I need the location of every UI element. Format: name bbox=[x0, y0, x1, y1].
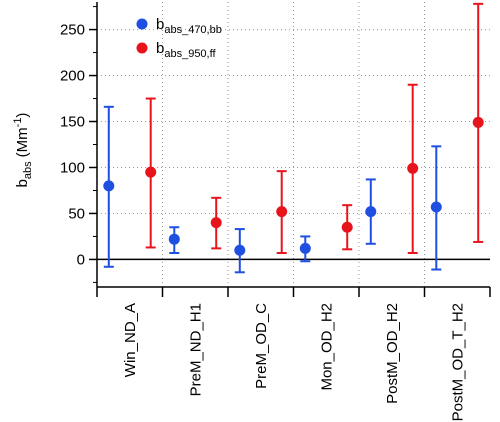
data-point bbox=[365, 206, 377, 218]
legend-marker bbox=[136, 42, 148, 54]
series-0 bbox=[103, 105, 442, 274]
y-axis-title-unit-close: ) bbox=[14, 113, 31, 118]
data-point bbox=[276, 206, 288, 218]
y-tick-label: 250 bbox=[60, 22, 85, 39]
y-axis-title-sub: abs bbox=[22, 161, 34, 179]
y-tick-label: 100 bbox=[60, 159, 85, 176]
y-axis-title-unit: (Mm bbox=[14, 127, 31, 157]
data-point bbox=[103, 180, 115, 192]
legend-label-main: b bbox=[156, 40, 164, 57]
data-point bbox=[210, 217, 222, 229]
y-tick-label: 200 bbox=[60, 68, 85, 85]
x-category-label: PreM_ND_H1 bbox=[187, 303, 204, 396]
legend-label: babs_950,ff bbox=[156, 40, 216, 60]
series-1 bbox=[145, 2, 484, 254]
legend-marker bbox=[136, 18, 148, 30]
x-category-label: PostM_OD_H2 bbox=[384, 303, 401, 404]
y-axis-ticks: 0 50 100 150 200 250 bbox=[60, 6, 97, 283]
data-point bbox=[407, 162, 419, 174]
legend-label-sub: abs_950,ff bbox=[164, 48, 216, 60]
legend-label: babs_470,bb bbox=[156, 16, 222, 36]
data-point bbox=[430, 201, 442, 213]
x-category-label: PreM_OD_C bbox=[253, 303, 270, 389]
data-marks bbox=[103, 2, 484, 274]
legend-label-sub: abs_470,bb bbox=[164, 24, 222, 36]
data-point bbox=[145, 166, 157, 178]
x-category-label: PostM_OD_T_H2 bbox=[449, 303, 466, 421]
y-tick-label: 0 bbox=[77, 251, 85, 268]
y-tick-label: 150 bbox=[60, 114, 85, 131]
data-point bbox=[168, 233, 180, 245]
y-tick-label: 50 bbox=[68, 205, 85, 222]
legend-label-main: b bbox=[156, 16, 164, 33]
x-category-label: Win_ND_A bbox=[122, 303, 139, 377]
data-point bbox=[472, 116, 484, 128]
x-axis: Win_ND_A PreM_ND_H1 PreM_OD_C Mon_OD_H2 Post… bbox=[96, 287, 491, 421]
y-axis-title-unit-sup: -1 bbox=[12, 118, 24, 128]
data-point bbox=[341, 221, 353, 233]
y-axis-title-main: b bbox=[14, 179, 31, 187]
data-point bbox=[234, 244, 246, 256]
x-category-label: Mon_OD_H2 bbox=[318, 303, 335, 391]
data-point bbox=[299, 242, 311, 254]
y-axis-title: babs (Mm-1) bbox=[12, 113, 34, 188]
